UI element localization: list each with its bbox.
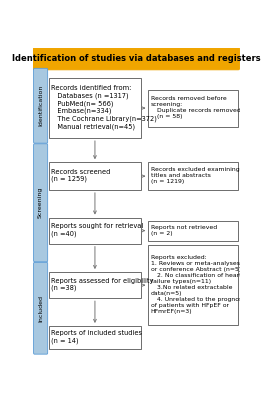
FancyBboxPatch shape	[49, 272, 141, 298]
Text: Included: Included	[38, 295, 43, 322]
FancyBboxPatch shape	[34, 68, 48, 143]
Text: Records screened
(n = 1259): Records screened (n = 1259)	[51, 169, 111, 182]
Text: Reports of included studies
(n = 14): Reports of included studies (n = 14)	[51, 330, 142, 344]
Text: Identification of studies via databases and registers: Identification of studies via databases …	[12, 54, 261, 63]
FancyBboxPatch shape	[49, 78, 141, 138]
Text: Records identified from:
   Databases (n =1317)
   PubMed(n= 566)
   Embase(n=33: Records identified from: Databases (n =1…	[51, 85, 157, 130]
FancyBboxPatch shape	[49, 218, 141, 244]
Text: Screening: Screening	[38, 187, 43, 218]
FancyBboxPatch shape	[148, 90, 238, 126]
FancyBboxPatch shape	[49, 326, 141, 349]
FancyBboxPatch shape	[148, 162, 238, 190]
Text: Reports excluded:
1. Reviews or meta-analyses
or conference Abstract (n=5)
   2.: Reports excluded: 1. Reviews or meta-ana…	[151, 255, 247, 314]
FancyBboxPatch shape	[148, 245, 238, 325]
Text: Reports sought for retrieval
(n =40): Reports sought for retrieval (n =40)	[51, 223, 144, 237]
FancyBboxPatch shape	[49, 162, 141, 190]
FancyBboxPatch shape	[34, 144, 48, 262]
Text: Reports assessed for eligibility
(n =38): Reports assessed for eligibility (n =38)	[51, 278, 154, 292]
Text: Reports not retrieved
(n = 2): Reports not retrieved (n = 2)	[151, 224, 217, 236]
FancyBboxPatch shape	[34, 262, 48, 354]
Text: Records removed before
screening:
   Duplicate records removed
   (n = 58): Records removed before screening: Duplic…	[151, 96, 241, 119]
FancyBboxPatch shape	[33, 48, 240, 70]
Text: Identification: Identification	[38, 85, 43, 126]
FancyBboxPatch shape	[148, 221, 238, 241]
Text: Records excluded examining the
titles and abstracts
(n = 1219): Records excluded examining the titles an…	[151, 167, 252, 184]
